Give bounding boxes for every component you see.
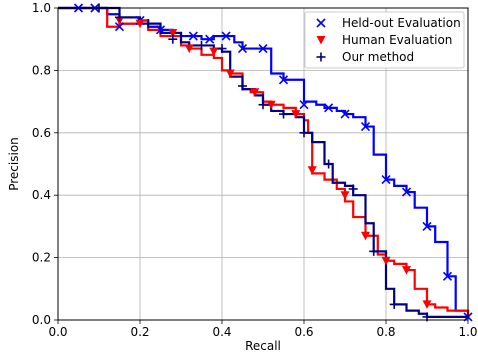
legend-frame: [304, 11, 465, 69]
series-0-marker: [237, 43, 248, 54]
legend-marker-1: [316, 36, 326, 45]
x-tick-label: 0.6: [294, 325, 313, 339]
series-2-marker: [197, 40, 206, 50]
y-tick-label: 0.2: [32, 251, 51, 265]
series-2-marker: [369, 246, 379, 256]
series-2-marker: [389, 299, 399, 309]
series-0-marker: [324, 103, 334, 113]
series-0-marker: [442, 271, 453, 281]
series-0-marker: [221, 31, 231, 41]
series-1-marker: [422, 300, 432, 309]
series-0-marker: [422, 221, 432, 231]
x-tick-label: 0.4: [212, 325, 231, 339]
series-markers: [73, 3, 473, 322]
y-tick-label: 1.0: [32, 1, 51, 15]
y-axis-ticks: 0.0 0.2 0.4 0.6 0.8 1.0: [32, 1, 58, 327]
series-0-marker: [278, 75, 289, 85]
series-0-marker: [360, 121, 371, 132]
series-0-marker: [258, 43, 268, 54]
series-1-marker: [184, 44, 194, 54]
series-1-marker: [225, 69, 235, 79]
legend-marker-0: [316, 18, 326, 28]
series-1-marker: [361, 231, 370, 241]
series-2-marker: [279, 109, 288, 119]
series-1-marker: [307, 166, 317, 175]
legend-label: Human Evaluation: [342, 33, 452, 47]
series-0-marker: [205, 34, 215, 44]
series-1-marker: [266, 100, 276, 110]
x-axis-ticks: 0.0 0.2 0.4 0.6 0.8 1.0: [48, 320, 478, 339]
y-tick-label: 0.6: [32, 126, 51, 140]
y-tick-label: 0.4: [32, 188, 51, 202]
x-axis-label: Recall: [245, 339, 281, 353]
series-1-marker: [250, 88, 260, 97]
series-2-marker: [238, 81, 247, 91]
series-2-marker: [324, 159, 334, 169]
series-0-marker: [299, 100, 309, 110]
y-tick-label: 0.0: [32, 313, 51, 327]
series-2-marker: [168, 34, 178, 44]
x-tick-label: 0.8: [376, 325, 395, 339]
series-2-marker: [115, 12, 124, 22]
y-tick-label: 0.8: [32, 63, 51, 77]
legend-marker-2: [316, 52, 326, 62]
series-2-marker: [348, 184, 358, 194]
x-tick-label: 0.0: [48, 325, 67, 339]
series-0-marker: [340, 109, 350, 119]
series-2-marker: [258, 100, 268, 110]
series-1-marker: [402, 266, 411, 275]
series-0-marker: [381, 175, 391, 185]
series-0-marker: [114, 22, 125, 32]
legend: Held-out Evaluation Human Evaluation Our m…: [304, 11, 465, 69]
series-0-marker: [188, 31, 198, 41]
series-1-marker: [135, 19, 145, 29]
x-tick-label: 1.0: [458, 325, 477, 339]
series-2-marker: [217, 44, 227, 54]
series-1-marker: [168, 28, 178, 38]
series-0-marker: [155, 25, 166, 35]
legend-label: Our method: [342, 50, 414, 64]
y-axis-label: Precision: [7, 137, 21, 191]
plot-frame: [57, 7, 469, 321]
series-1-marker: [340, 191, 350, 200]
series-2-marker: [143, 19, 153, 29]
series-1-marker: [209, 47, 219, 57]
series-0-marker: [401, 187, 412, 197]
series-1-marker: [381, 256, 391, 266]
series-1-marker: [291, 110, 301, 119]
x-tick-label: 0.2: [130, 325, 149, 339]
series-2-marker: [299, 128, 309, 138]
legend-label: Held-out Evaluation: [342, 16, 461, 30]
